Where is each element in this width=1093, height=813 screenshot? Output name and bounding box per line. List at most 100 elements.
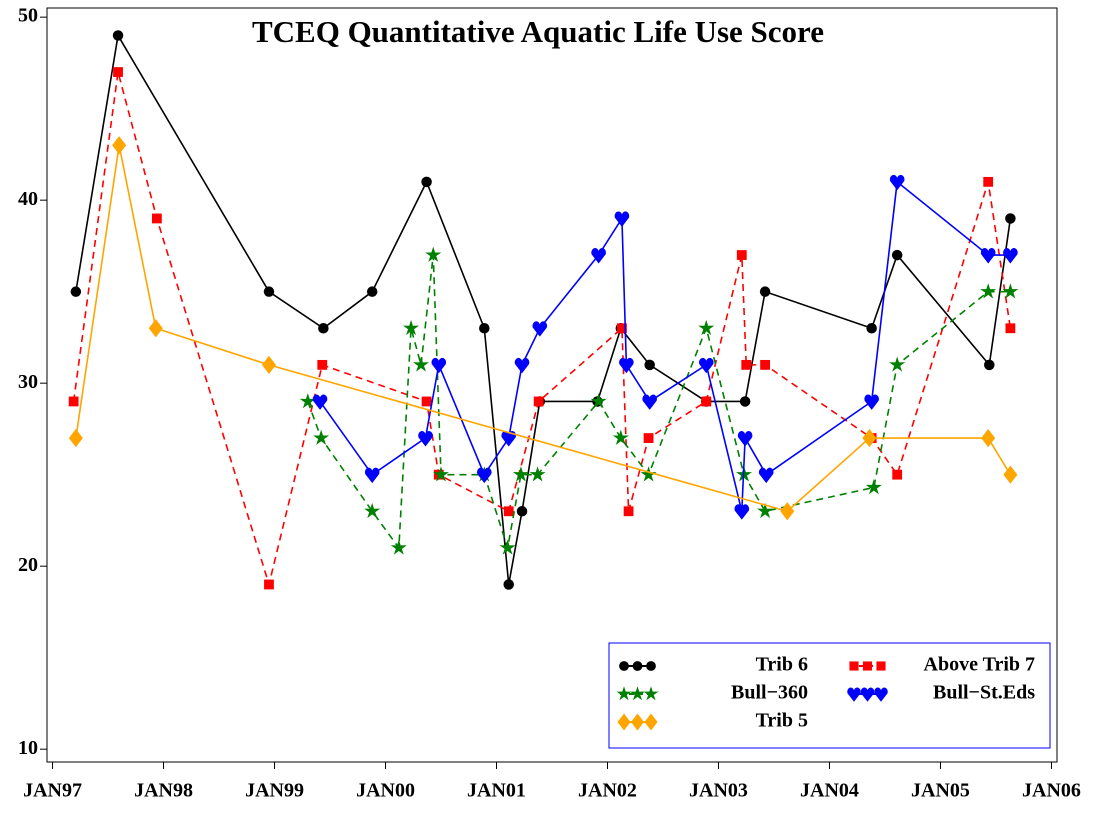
marker	[892, 469, 903, 480]
marker	[983, 176, 994, 187]
marker	[980, 283, 997, 299]
y-tick-label: 30	[18, 371, 38, 393]
marker	[734, 504, 750, 520]
x-tick-label: JAN98	[134, 780, 193, 802]
marker	[619, 661, 629, 671]
marker	[590, 393, 607, 409]
marker	[646, 661, 656, 671]
marker	[403, 319, 420, 336]
marker	[312, 394, 328, 410]
marker	[151, 213, 162, 224]
marker	[643, 686, 659, 701]
marker	[514, 357, 530, 374]
legend-label: Above Trib 7	[924, 654, 1036, 676]
marker	[418, 431, 433, 447]
marker	[617, 713, 631, 731]
marker	[631, 713, 644, 731]
x-tick-label: JAN03	[689, 780, 748, 802]
marker	[364, 502, 381, 519]
marker	[759, 286, 771, 297]
marker	[741, 359, 752, 370]
marker	[737, 431, 753, 447]
marker	[701, 396, 712, 407]
marker	[860, 687, 875, 702]
series-line	[75, 33, 1012, 585]
chart-title: TCEQ Quantitative Aquatic Life Use Score	[252, 14, 824, 49]
y-tick-label: 20	[18, 554, 38, 576]
series-line	[319, 180, 1011, 512]
marker	[591, 248, 606, 264]
marker	[318, 323, 329, 334]
marker	[644, 359, 655, 371]
marker	[70, 286, 82, 297]
marker	[643, 433, 654, 443]
legend-label: Trib 6	[756, 654, 808, 676]
marker	[632, 661, 643, 671]
marker	[479, 323, 490, 334]
marker	[891, 249, 903, 261]
x-tick-label: JAN02	[578, 780, 637, 802]
marker	[366, 286, 378, 297]
marker	[1002, 283, 1019, 299]
x-tick-label: JAN04	[800, 780, 859, 802]
marker	[849, 661, 859, 671]
marker	[1005, 323, 1016, 334]
marker	[698, 319, 715, 336]
x-tick-label: JAN01	[467, 780, 526, 802]
marker	[889, 174, 905, 191]
x-tick-label: JAN00	[356, 780, 415, 802]
marker	[112, 30, 124, 41]
plot-frame	[46, 7, 1058, 763]
x-tick-label: JAN97	[23, 780, 82, 802]
marker	[112, 136, 127, 155]
marker	[623, 506, 634, 517]
marker	[264, 579, 274, 590]
marker	[433, 466, 449, 482]
marker	[866, 323, 877, 334]
marker	[148, 319, 163, 338]
marker	[876, 661, 886, 671]
marker	[431, 357, 447, 374]
marker	[533, 396, 544, 407]
marker	[847, 687, 861, 702]
y-tick-label: 50	[18, 5, 38, 27]
marker	[617, 323, 627, 334]
marker	[642, 394, 657, 410]
marker	[529, 466, 546, 482]
marker	[512, 466, 529, 482]
series-line	[75, 145, 1012, 513]
marker	[612, 429, 629, 445]
legend-box	[608, 642, 1051, 749]
marker	[413, 356, 430, 372]
marker	[68, 428, 83, 448]
x-tick-label: JAN99	[245, 780, 304, 802]
series-line	[72, 71, 1012, 588]
y-tick-label: 40	[18, 188, 38, 210]
marker	[614, 211, 630, 227]
marker	[1005, 213, 1016, 224]
marker	[425, 246, 442, 262]
marker	[780, 502, 795, 521]
marker	[864, 394, 879, 410]
marker	[113, 67, 123, 77]
marker	[317, 359, 328, 370]
marker	[644, 713, 658, 731]
marker	[865, 479, 882, 495]
legend-label: Bull−St.Eds	[933, 682, 1035, 704]
series-line	[307, 254, 1011, 551]
marker	[503, 579, 514, 590]
marker	[68, 396, 79, 407]
y-tick-label: 10	[18, 737, 38, 759]
marker	[980, 248, 996, 264]
marker	[698, 357, 714, 374]
marker	[889, 356, 906, 372]
marker	[364, 467, 380, 484]
marker	[501, 431, 517, 447]
marker	[874, 687, 888, 702]
marker	[984, 359, 995, 371]
marker	[757, 502, 774, 519]
marker	[499, 539, 516, 555]
legend-label: Trib 5	[756, 710, 808, 732]
marker	[477, 467, 492, 484]
